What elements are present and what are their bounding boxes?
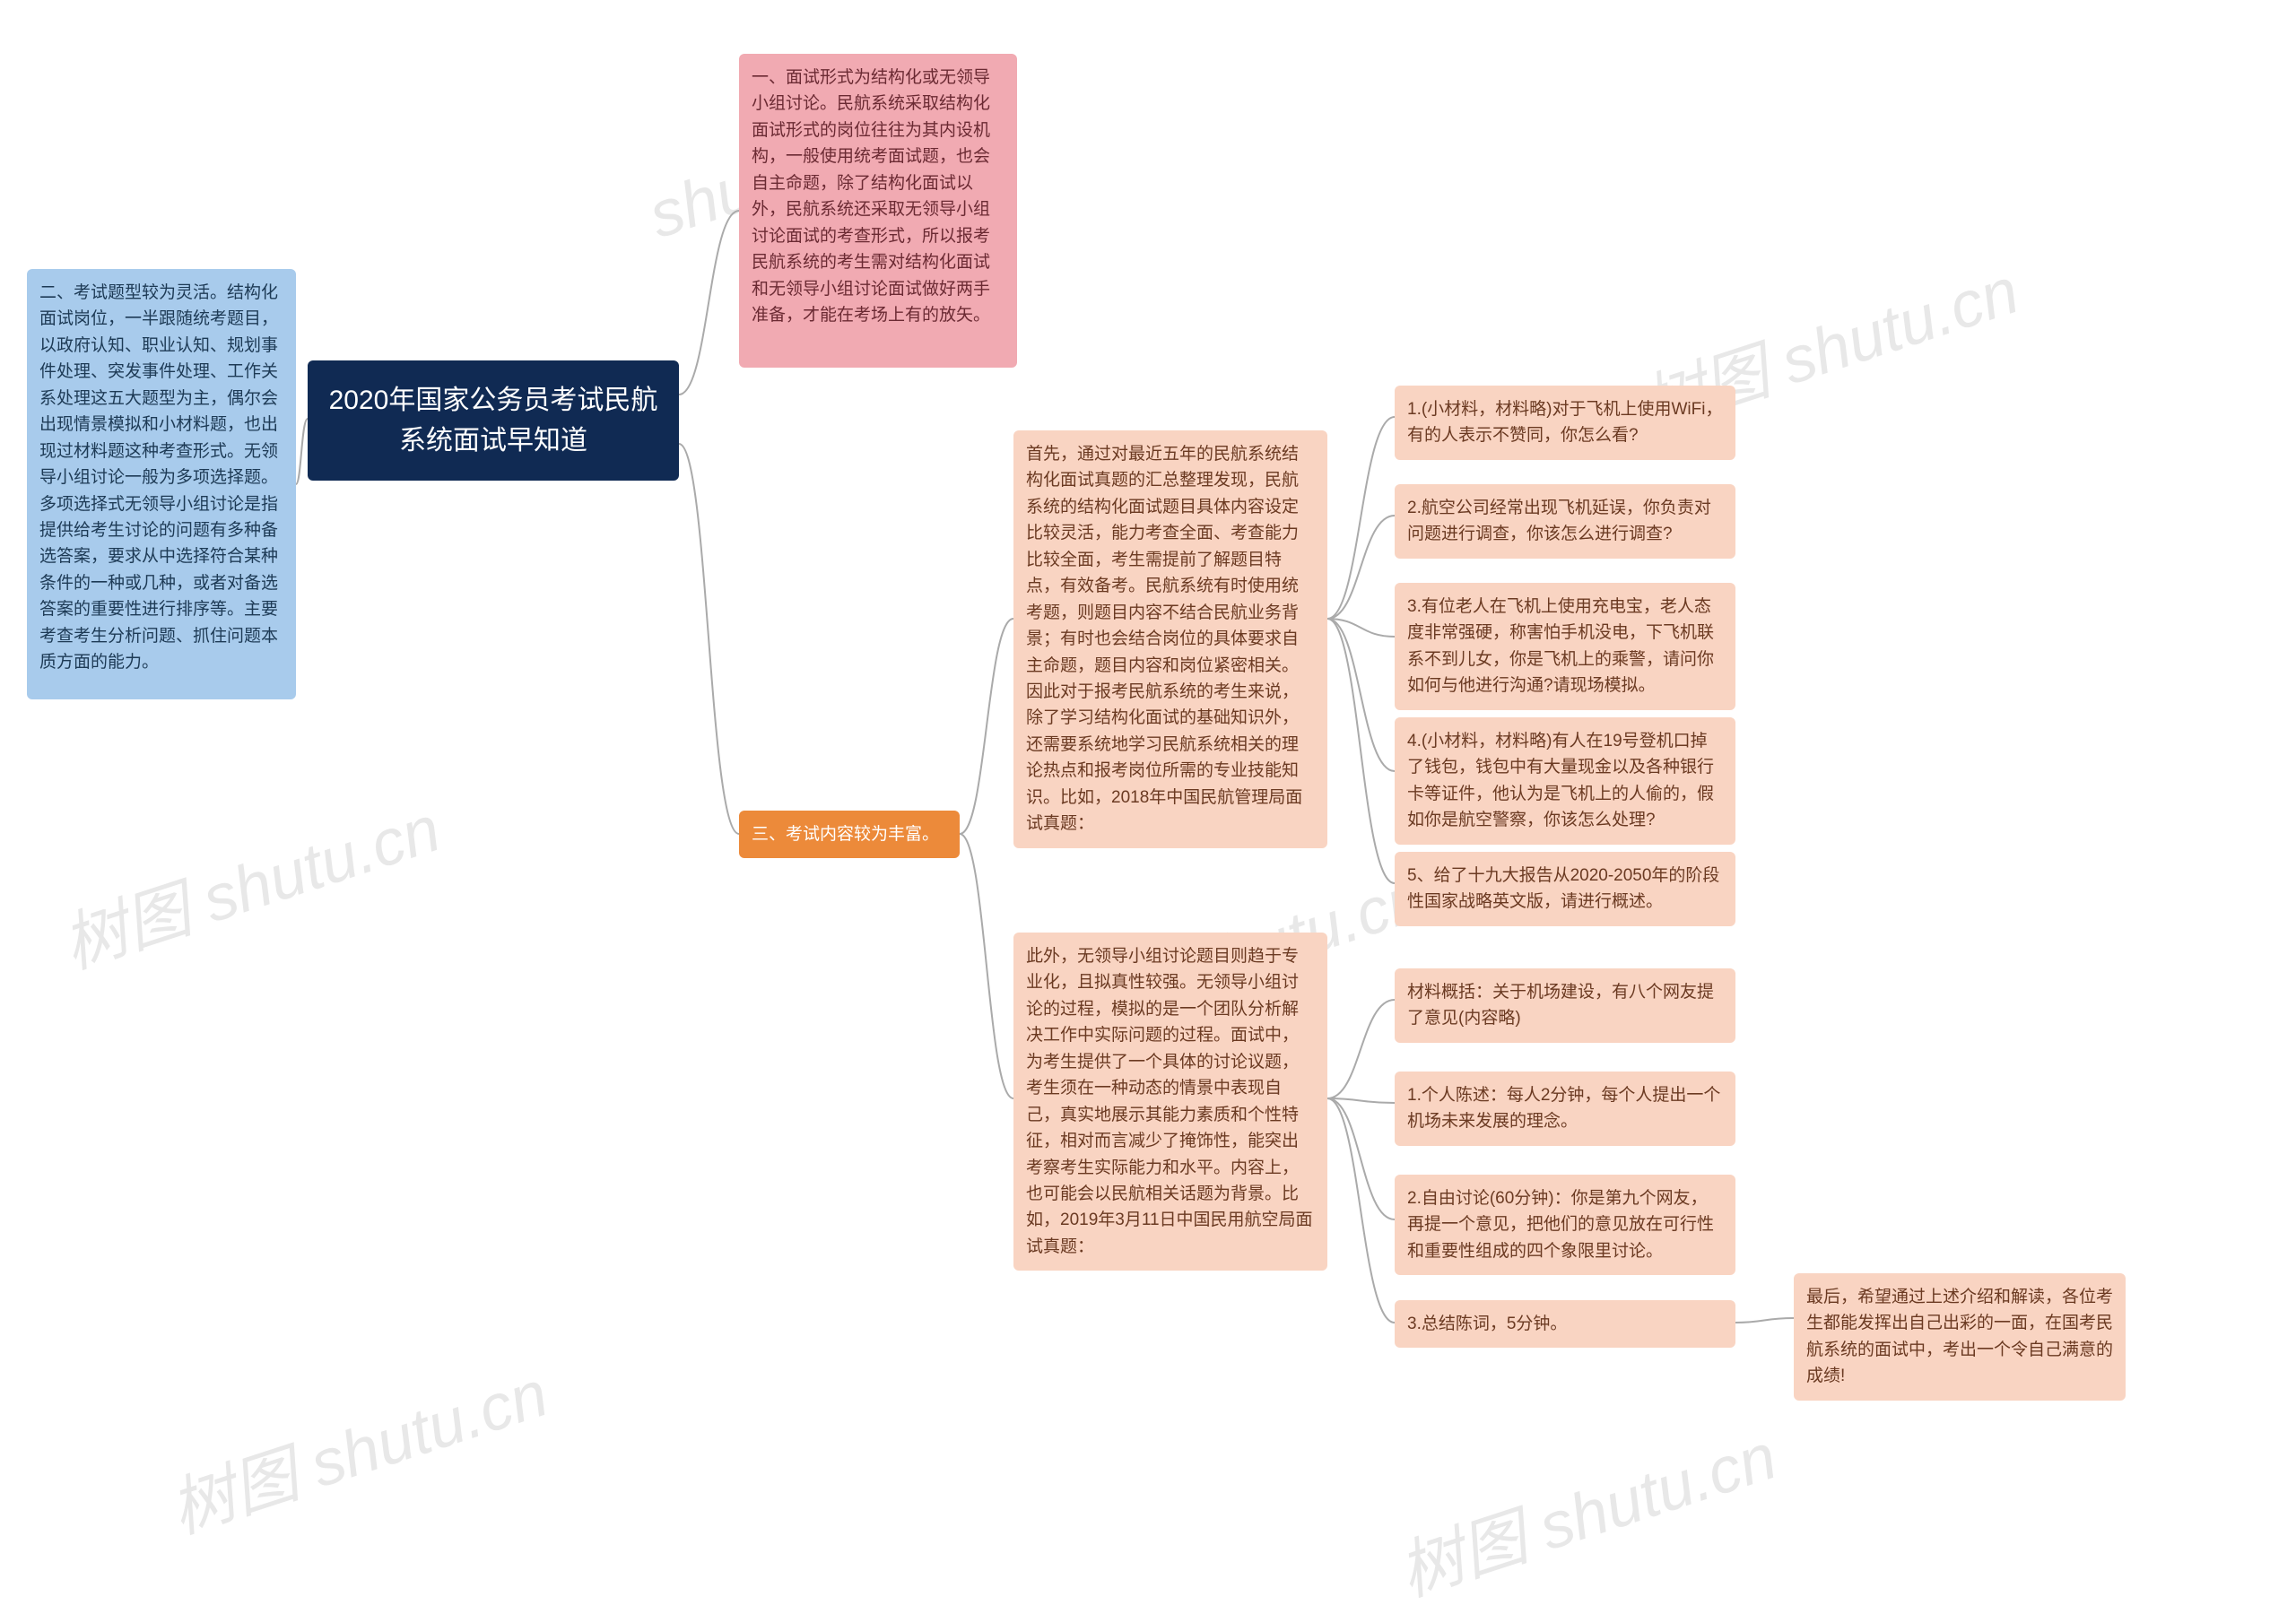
branch-three-node[interactable]: 三、考试内容较为丰富。 [739, 811, 960, 858]
branch-two-node[interactable]: 二、考试题型较为灵活。结构化面试岗位，一半跟随统考题目，以政府认知、职业认知、规… [27, 269, 296, 699]
leaf-a-1[interactable]: 1.(小材料，材料略)对于飞机上使用WiFi，有的人表示不赞同，你怎么看? [1395, 386, 1735, 460]
watermark: 树图 shutu.cn [1385, 1403, 1786, 1614]
sub-node-a[interactable]: 首先，通过对最近五年的民航系统结构化面试真题的汇总整理发现，民航系统的结构化面试… [1013, 430, 1327, 848]
leaf-a-5[interactable]: 5、给了十九大报告从2020-2050年的阶段性国家战略英文版，请进行概述。 [1395, 852, 1735, 926]
watermark: 树图 shutu.cn [156, 1341, 557, 1551]
leaf-a-3[interactable]: 3.有位老人在飞机上使用充电宝，老人态度非常强硬，称害怕手机没电，下飞机联系不到… [1395, 583, 1735, 710]
leaf-b-1[interactable]: 材料概括：关于机场建设，有八个网友提了意见(内容略) [1395, 968, 1735, 1043]
leaf-final[interactable]: 最后，希望通过上述介绍和解读，各位考生都能发挥出自己出彩的一面，在国考民航系统的… [1794, 1273, 2126, 1401]
leaf-a-2[interactable]: 2.航空公司经常出现飞机延误，你负责对问题进行调查，你该怎么进行调查? [1395, 484, 1735, 559]
leaf-b-3[interactable]: 2.自由讨论(60分钟)：你是第九个网友，再提一个意见，把他们的意见放在可行性和… [1395, 1175, 1735, 1275]
sub-node-b[interactable]: 此外，无领导小组讨论题目则趋于专业化，且拟真性较强。无领导小组讨论的过程，模拟的… [1013, 933, 1327, 1271]
root-node[interactable]: 2020年国家公务员考试民航系统面试早知道 [308, 360, 679, 481]
leaf-b-2[interactable]: 1.个人陈述：每人2分钟，每个人提出一个机场未来发展的理念。 [1395, 1072, 1735, 1146]
branch-one-node[interactable]: 一、面试形式为结构化或无领导小组讨论。民航系统采取结构化面试形式的岗位往往为其内… [739, 54, 1017, 368]
leaf-a-4[interactable]: 4.(小材料，材料略)有人在19号登机口掉了钱包，钱包中有大量现金以及各种银行卡… [1395, 717, 1735, 845]
watermark: 树图 shutu.cn [48, 776, 449, 986]
leaf-b-4[interactable]: 3.总结陈词，5分钟。 [1395, 1300, 1735, 1348]
